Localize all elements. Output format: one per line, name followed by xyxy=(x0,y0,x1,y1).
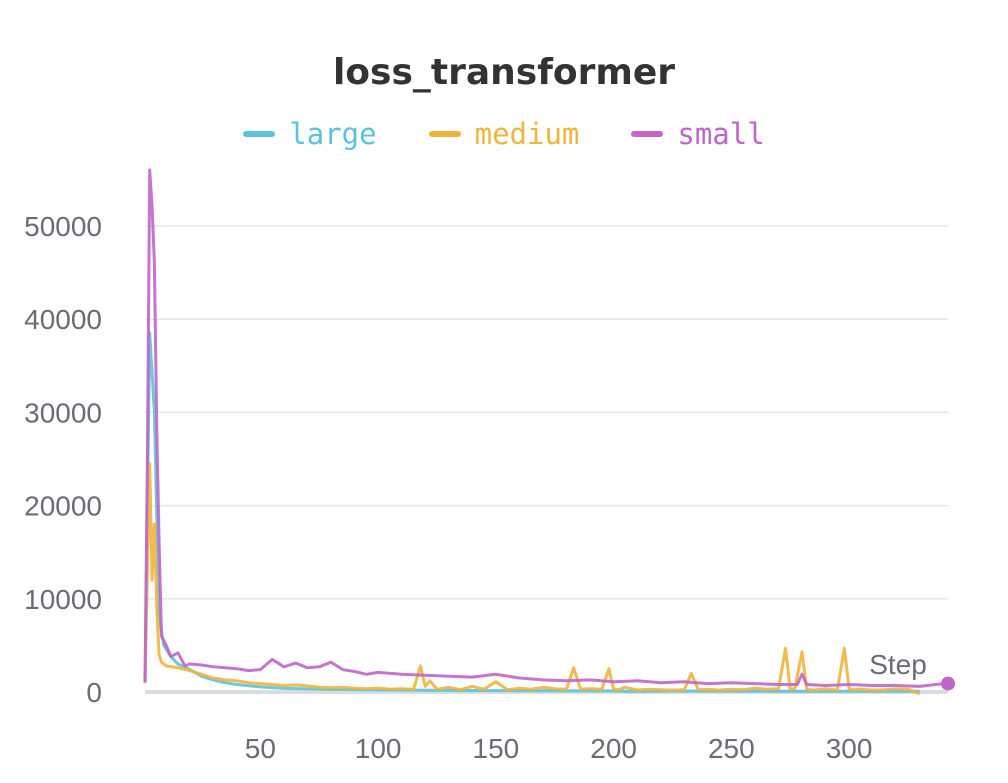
legend-label-small: small xyxy=(677,117,765,151)
legend-swatch-medium xyxy=(428,131,461,137)
y-tick-label: 0 xyxy=(86,677,102,708)
x-tick-label: 50 xyxy=(245,733,276,764)
series-line-large[interactable] xyxy=(143,331,920,693)
x-tick-label: 200 xyxy=(590,733,637,764)
x-tick-label: 150 xyxy=(473,733,520,764)
x-axis-ticks: 50 100 150 200 250 300 xyxy=(245,733,873,764)
series-lines xyxy=(143,168,948,696)
legend-label-large: large xyxy=(289,117,377,151)
x-tick-label: 250 xyxy=(708,733,755,764)
y-tick-label: 50000 xyxy=(24,211,102,242)
legend-swatch-large xyxy=(243,131,276,137)
legend-swatch-small xyxy=(631,131,664,137)
x-axis-label: Step xyxy=(869,649,927,680)
legend-item-small[interactable]: small xyxy=(631,112,765,156)
legend: large medium small xyxy=(0,112,1008,156)
y-tick-label: 20000 xyxy=(24,491,102,522)
y-tick-label: 40000 xyxy=(24,304,102,335)
series-end-marker-small[interactable] xyxy=(941,676,955,691)
legend-item-medium[interactable]: medium xyxy=(428,112,580,156)
legend-label-medium: medium xyxy=(474,117,580,151)
y-axis-ticks: 0 10000 20000 30000 40000 50000 xyxy=(24,211,102,708)
x-tick-label: 300 xyxy=(826,733,873,764)
y-tick-label: 30000 xyxy=(24,397,102,428)
legend-item-large[interactable]: large xyxy=(243,112,377,156)
series-line-small[interactable] xyxy=(143,168,948,688)
y-tick-label: 10000 xyxy=(24,584,102,615)
chart-title: loss_transformer xyxy=(332,52,676,93)
x-tick-label: 100 xyxy=(355,733,402,764)
grid-lines xyxy=(145,225,948,600)
series-line-medium[interactable] xyxy=(143,462,921,696)
